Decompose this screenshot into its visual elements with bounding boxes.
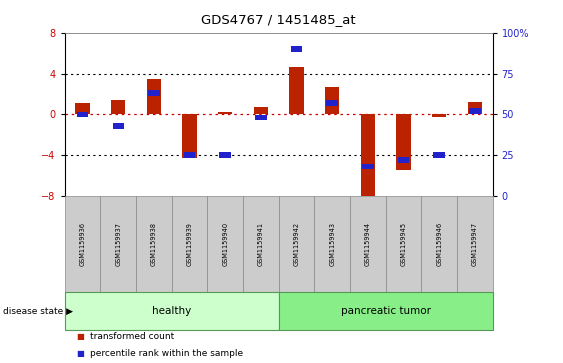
- Text: GSM1159938: GSM1159938: [151, 222, 157, 266]
- Text: percentile rank within the sample: percentile rank within the sample: [90, 350, 243, 358]
- Text: GSM1159940: GSM1159940: [222, 222, 228, 266]
- Bar: [113, 123, 124, 129]
- Bar: [434, 152, 445, 158]
- Bar: [398, 157, 409, 163]
- Text: GSM1159943: GSM1159943: [329, 222, 335, 266]
- Bar: [362, 164, 373, 170]
- Bar: [182, 114, 196, 158]
- Bar: [254, 107, 268, 114]
- Bar: [327, 100, 338, 106]
- Bar: [147, 79, 161, 114]
- Bar: [325, 87, 339, 114]
- Bar: [111, 100, 126, 114]
- Text: GSM1159939: GSM1159939: [186, 222, 193, 266]
- Text: GSM1159941: GSM1159941: [258, 222, 264, 266]
- Text: GSM1159942: GSM1159942: [293, 222, 300, 266]
- Text: GSM1159947: GSM1159947: [472, 222, 478, 266]
- Bar: [469, 108, 480, 114]
- Text: transformed count: transformed count: [90, 333, 175, 341]
- Bar: [468, 102, 482, 114]
- Bar: [361, 114, 375, 199]
- Text: GSM1159937: GSM1159937: [115, 222, 121, 266]
- Text: healthy: healthy: [152, 306, 191, 316]
- Text: pancreatic tumor: pancreatic tumor: [341, 306, 431, 316]
- Text: GSM1159945: GSM1159945: [400, 222, 406, 266]
- Bar: [77, 111, 88, 117]
- Text: GSM1159944: GSM1159944: [365, 222, 371, 266]
- Text: GSM1159946: GSM1159946: [436, 222, 442, 266]
- Bar: [220, 152, 231, 158]
- Text: ■: ■: [76, 350, 84, 358]
- Bar: [289, 68, 303, 114]
- Bar: [396, 114, 410, 171]
- Bar: [148, 90, 159, 96]
- Text: GDS4767 / 1451485_at: GDS4767 / 1451485_at: [202, 13, 356, 26]
- Bar: [184, 152, 195, 158]
- Bar: [432, 114, 446, 117]
- Text: GSM1159936: GSM1159936: [79, 222, 86, 266]
- Bar: [218, 112, 233, 114]
- Bar: [75, 103, 90, 114]
- Bar: [291, 46, 302, 52]
- Text: ■: ■: [76, 333, 84, 341]
- Bar: [255, 115, 266, 121]
- Text: disease state ▶: disease state ▶: [3, 307, 73, 316]
